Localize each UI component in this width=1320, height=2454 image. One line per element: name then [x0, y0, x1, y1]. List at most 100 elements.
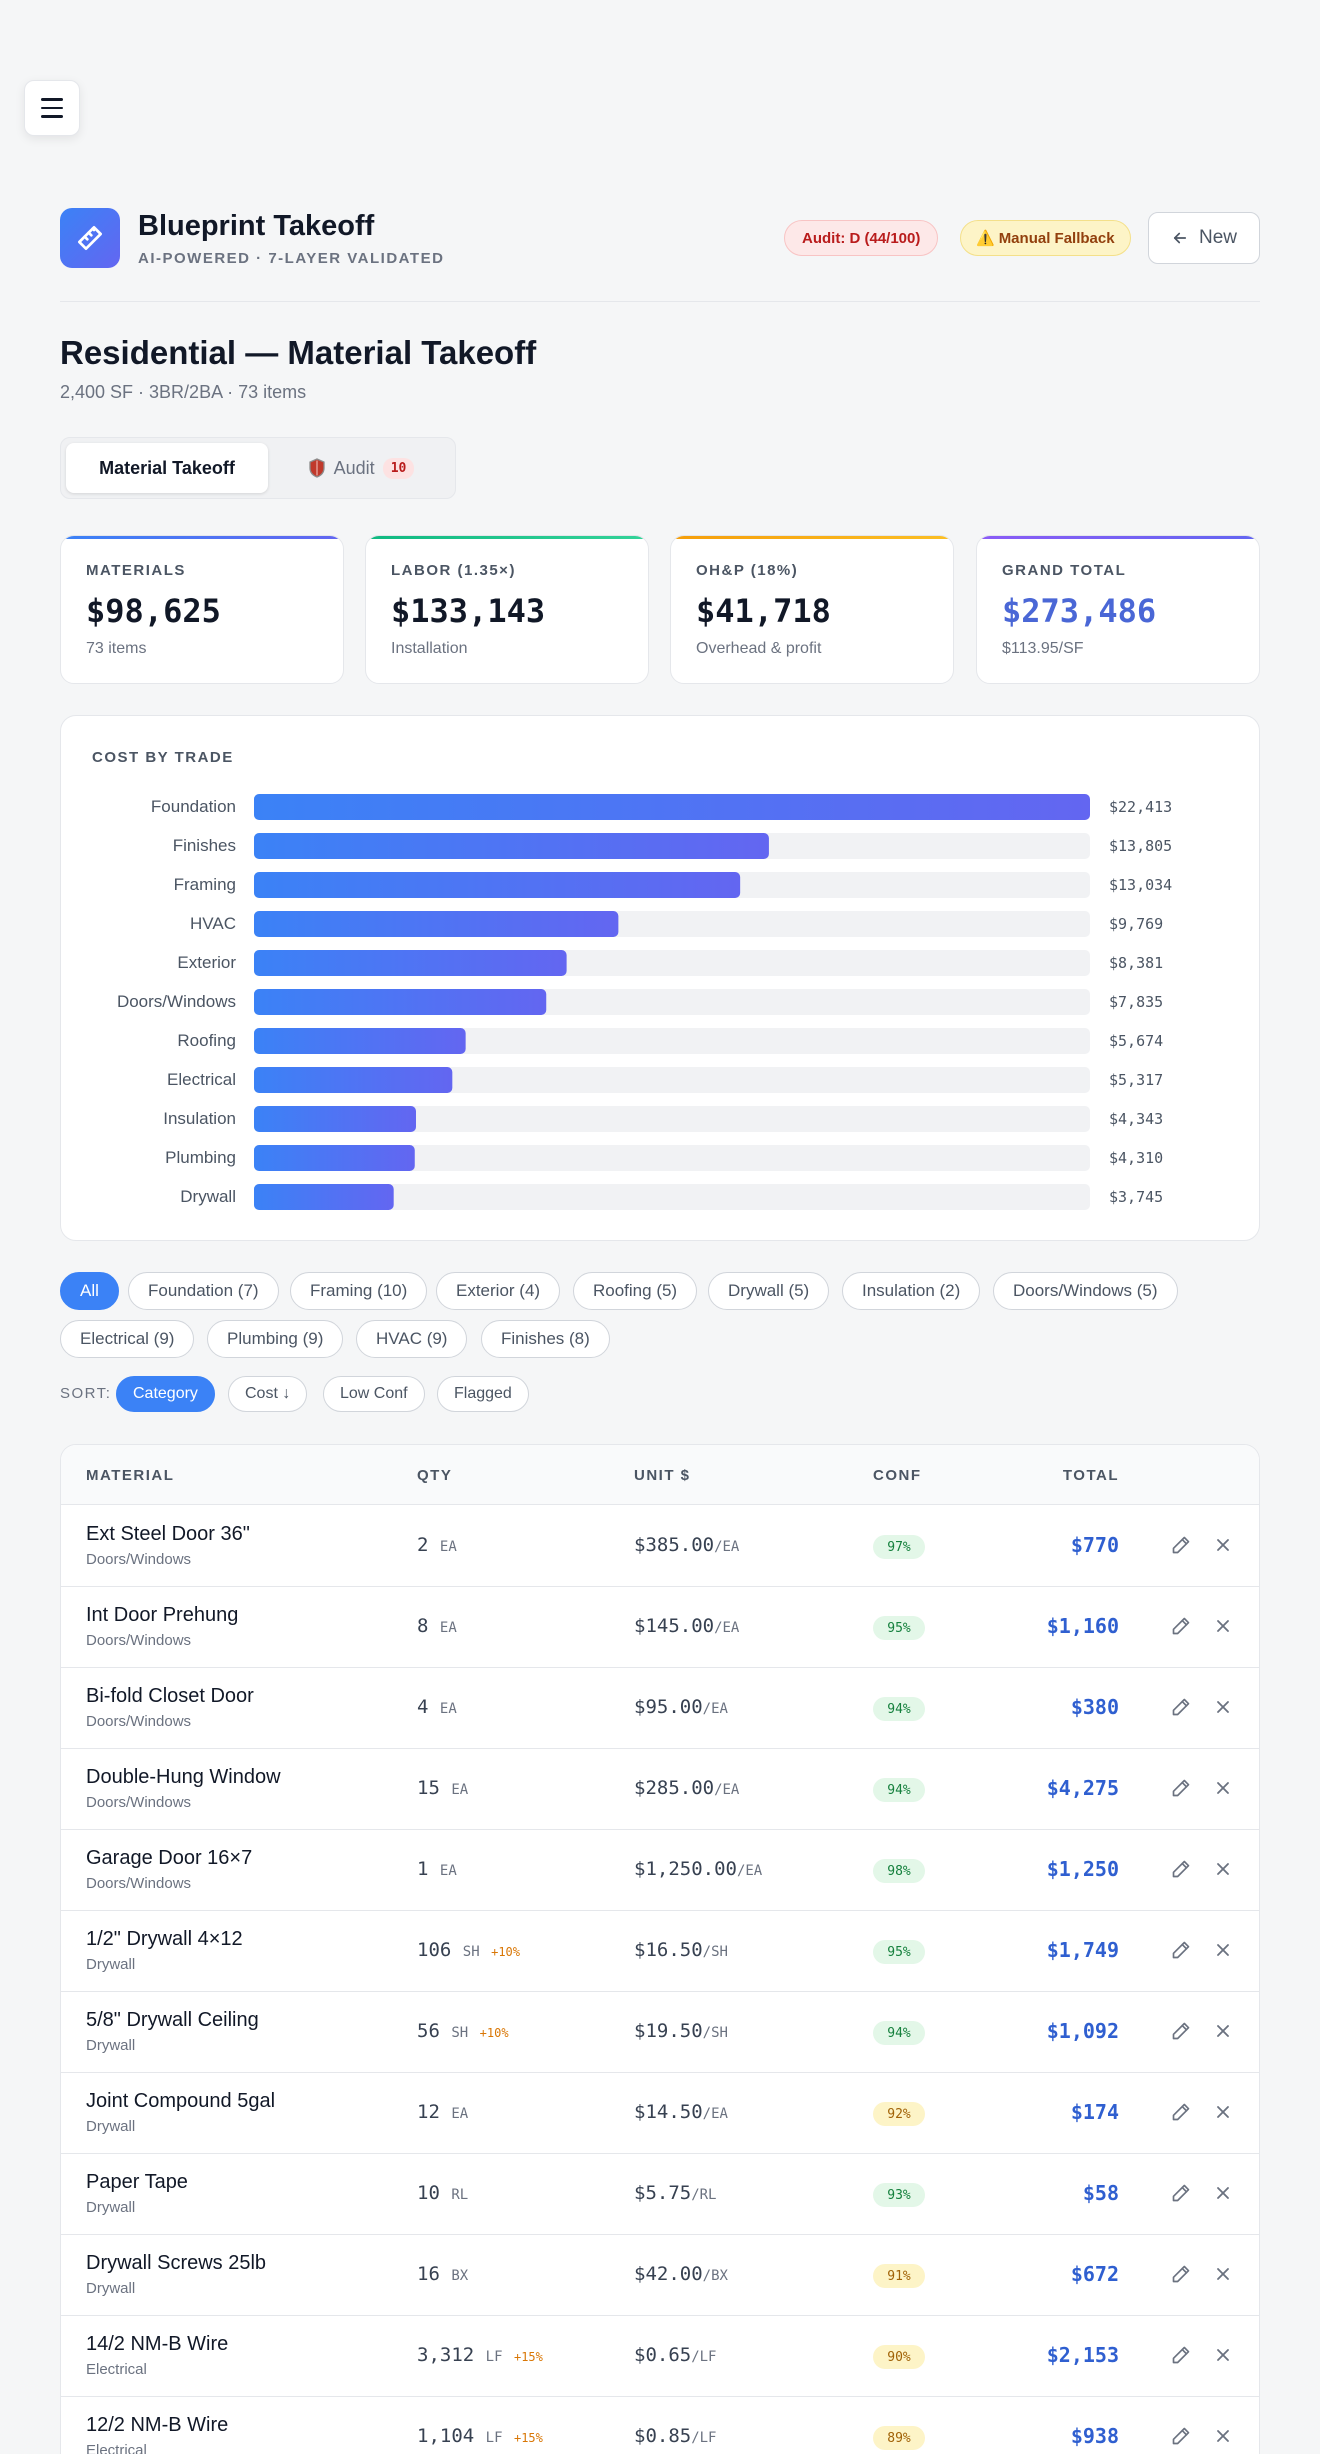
menu-button[interactable]	[24, 80, 80, 136]
filter-pill[interactable]: Insulation (2)	[842, 1272, 981, 1310]
sort-option[interactable]: Category	[116, 1376, 215, 1412]
pencil-icon[interactable]	[1171, 1535, 1191, 1555]
qty-cell[interactable]: 10 RL	[417, 2182, 468, 2204]
qty-cell[interactable]: 2 EA	[417, 1534, 457, 1556]
qty-cell[interactable]: 4 EA	[417, 1696, 457, 1718]
pencil-icon[interactable]	[1171, 2102, 1191, 2122]
close-icon[interactable]	[1213, 1859, 1233, 1879]
close-icon[interactable]	[1213, 1778, 1233, 1798]
table-row[interactable]: 5/8" Drywall Ceiling Drywall 56 SH +10% $19…	[61, 1992, 1259, 2073]
filter-pill[interactable]: Electrical (9)	[60, 1320, 195, 1358]
close-icon[interactable]	[1213, 2426, 1233, 2446]
table-row[interactable]: Ext Steel Door 36" Doors/Windows 2 EA $385…	[61, 1506, 1259, 1587]
unit-price-cell[interactable]: $0.65/LF	[634, 2344, 717, 2366]
close-icon[interactable]	[1213, 2264, 1233, 2284]
unit-price-cell[interactable]: $5.75/RL	[634, 2182, 717, 2204]
new-button[interactable]: New	[1148, 212, 1260, 264]
sort-option[interactable]: Flagged	[437, 1376, 529, 1412]
pencil-icon[interactable]	[1171, 2021, 1191, 2041]
qty-cell[interactable]: 15 EA	[417, 1777, 468, 1799]
table-row[interactable]: Paper Tape Drywall 10 RL $5.75/RL 93% $58	[61, 2154, 1259, 2235]
filter-pill[interactable]: Drywall (5)	[708, 1272, 830, 1310]
table-row[interactable]: Bi-fold Closet Door Doors/Windows 4 EA $95…	[61, 1668, 1259, 1749]
column-header-qty[interactable]: QTY	[417, 1467, 453, 1484]
unit-price-cell[interactable]: $385.00/EA	[634, 1534, 739, 1556]
table-row[interactable]: Joint Compound 5gal Drywall 12 EA $14.50/E…	[61, 2073, 1259, 2154]
chart-bar[interactable]	[254, 1145, 415, 1171]
audit-grade-badge[interactable]: Audit: D (44/100)	[784, 220, 939, 256]
tab-audit[interactable]: Audit 10	[276, 443, 446, 493]
unit-price-cell[interactable]: $0.85/LF	[634, 2425, 717, 2447]
waste-factor: +10%	[479, 2026, 509, 2040]
pencil-icon[interactable]	[1171, 1778, 1191, 1798]
qty-cell[interactable]: 3,312 LF +15%	[417, 2344, 543, 2366]
qty-cell[interactable]: 56 SH +10%	[417, 2020, 509, 2042]
line-total: $2,153	[1046, 2343, 1119, 2367]
filter-pill[interactable]: Foundation (7)	[128, 1272, 279, 1310]
chart-bar[interactable]	[254, 833, 769, 859]
chart-bar[interactable]	[254, 1067, 453, 1093]
chart-bar[interactable]	[254, 872, 741, 898]
chart-bar[interactable]	[254, 989, 547, 1015]
unit-price-cell[interactable]: $1,250.00/EA	[634, 1858, 762, 1880]
close-icon[interactable]	[1213, 1535, 1233, 1555]
filter-pill[interactable]: Framing (10)	[290, 1272, 428, 1310]
column-header-total[interactable]: TOTAL	[1062, 1467, 1119, 1484]
pencil-icon[interactable]	[1171, 1616, 1191, 1636]
qty-cell[interactable]: 106 SH +10%	[417, 1939, 520, 1961]
column-header-unit-price[interactable]: UNIT $	[634, 1467, 691, 1484]
manual-fallback-badge[interactable]: ⚠️ Manual Fallback	[960, 220, 1131, 256]
chart-bar[interactable]	[254, 911, 619, 937]
filter-pill[interactable]: HVAC (9)	[356, 1320, 468, 1358]
filter-pill[interactable]: Exterior (4)	[436, 1272, 561, 1310]
filter-all[interactable]: All	[60, 1272, 119, 1310]
pencil-icon[interactable]	[1171, 1940, 1191, 1960]
unit-price-cell[interactable]: $285.00/EA	[634, 1777, 739, 1799]
filter-pill[interactable]: Plumbing (9)	[207, 1320, 344, 1358]
pencil-icon[interactable]	[1171, 2426, 1191, 2446]
pencil-icon[interactable]	[1171, 2183, 1191, 2203]
table-row[interactable]: 14/2 NM-B Wire Electrical 3,312 LF +15% $0.…	[61, 2316, 1259, 2397]
filter-pill[interactable]: Doors/Windows (5)	[993, 1272, 1178, 1310]
table-row[interactable]: Drywall Screws 25lb Drywall 16 BX $42.00/B…	[61, 2235, 1259, 2316]
close-icon[interactable]	[1213, 1616, 1233, 1636]
filter-pill[interactable]: Roofing (5)	[573, 1272, 698, 1310]
table-row[interactable]: Double-Hung Window Doors/Windows 15 EA $28…	[61, 1749, 1259, 1830]
table-row[interactable]: Garage Door 16×7 Doors/Windows 1 EA $1,250…	[61, 1830, 1259, 1911]
column-header-material[interactable]: MATERIAL	[86, 1467, 175, 1484]
close-icon[interactable]	[1213, 2183, 1233, 2203]
qty-cell[interactable]: 1 EA	[417, 1858, 457, 1880]
unit-price-cell[interactable]: $42.00/BX	[634, 2263, 728, 2285]
close-icon[interactable]	[1213, 1697, 1233, 1717]
unit-price-cell[interactable]: $95.00/EA	[634, 1696, 728, 1718]
qty-cell[interactable]: 1,104 LF +15%	[417, 2425, 543, 2447]
close-icon[interactable]	[1213, 1940, 1233, 1960]
table-row[interactable]: 1/2" Drywall 4×12 Drywall 106 SH +10% $16.5…	[61, 1911, 1259, 1992]
close-icon[interactable]	[1213, 2021, 1233, 2041]
unit-price-cell[interactable]: $145.00/EA	[634, 1615, 739, 1637]
chart-bar[interactable]	[254, 950, 567, 976]
chart-bar[interactable]	[254, 1184, 394, 1210]
chart-bar[interactable]	[254, 794, 1090, 820]
qty-cell[interactable]: 8 EA	[417, 1615, 457, 1637]
chart-bar[interactable]	[254, 1106, 416, 1132]
pencil-icon[interactable]	[1171, 2345, 1191, 2365]
tab-material-takeoff[interactable]: Material Takeoff	[66, 443, 268, 493]
unit-price-cell[interactable]: $14.50/EA	[634, 2101, 728, 2123]
unit-price-cell[interactable]: $16.50/SH	[634, 1939, 728, 1961]
close-icon[interactable]	[1213, 2345, 1233, 2365]
qty-cell[interactable]: 12 EA	[417, 2101, 468, 2123]
unit-price-cell[interactable]: $19.50/SH	[634, 2020, 728, 2042]
table-row[interactable]: Int Door Prehung Doors/Windows 8 EA $145.0…	[61, 1587, 1259, 1668]
pencil-icon[interactable]	[1171, 2264, 1191, 2284]
sort-option[interactable]: Cost ↓	[228, 1376, 308, 1412]
filter-pill[interactable]: Finishes (8)	[481, 1320, 610, 1358]
close-icon[interactable]	[1213, 2102, 1233, 2122]
pencil-icon[interactable]	[1171, 1697, 1191, 1717]
chart-bar[interactable]	[254, 1028, 466, 1054]
pencil-icon[interactable]	[1171, 1859, 1191, 1879]
column-header-conf[interactable]: CONF	[873, 1467, 922, 1484]
qty-cell[interactable]: 16 BX	[417, 2263, 468, 2285]
table-row[interactable]: 12/2 NM-B Wire Electrical 1,104 LF +15% $0.…	[61, 2397, 1259, 2454]
sort-option[interactable]: Low Conf	[323, 1376, 425, 1412]
